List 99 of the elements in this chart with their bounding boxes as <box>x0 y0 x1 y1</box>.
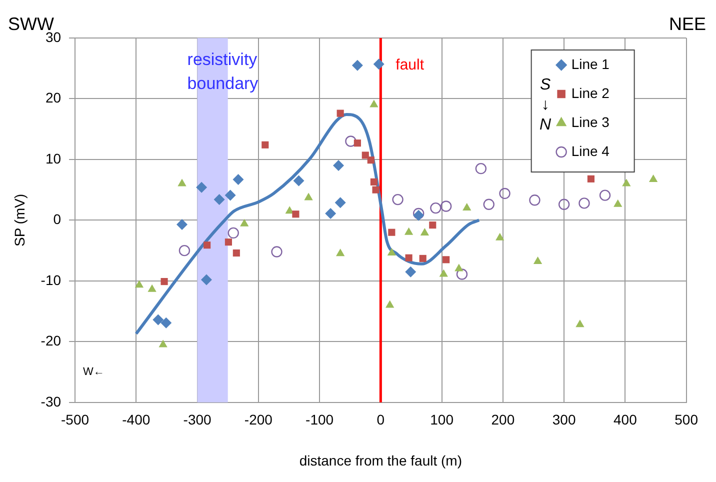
y-tick-label: 20 <box>45 90 62 106</box>
point <box>352 60 363 71</box>
point <box>388 228 396 236</box>
point <box>429 222 436 229</box>
point <box>224 190 236 201</box>
point <box>232 174 244 186</box>
point <box>404 227 414 235</box>
point <box>419 254 426 262</box>
x-tick-label: -200 <box>244 412 273 428</box>
point <box>240 218 249 226</box>
point <box>475 162 487 174</box>
point <box>578 198 590 209</box>
x-tick-label: 0 <box>376 412 385 428</box>
point <box>232 249 240 257</box>
y-tick-label: -10 <box>40 272 62 288</box>
point <box>224 238 232 246</box>
point <box>587 175 594 182</box>
point <box>262 141 269 148</box>
x-tick-label: 400 <box>614 412 638 428</box>
point <box>160 317 172 328</box>
line-series <box>134 113 481 336</box>
point <box>370 100 378 108</box>
point <box>439 269 448 277</box>
x-tick-label: 300 <box>552 412 576 428</box>
point <box>430 202 442 214</box>
y-tick-label: -20 <box>40 332 62 349</box>
point <box>204 242 211 249</box>
point <box>440 200 452 212</box>
ref-line-label: fault <box>396 56 425 74</box>
point <box>420 228 430 236</box>
point <box>200 274 212 286</box>
point <box>648 174 658 182</box>
point <box>134 280 144 288</box>
legend-label: Line 1 <box>571 56 610 72</box>
x-axis-title: distance from the fault (m) <box>299 452 462 468</box>
point <box>292 210 300 218</box>
point <box>533 256 542 264</box>
y-tick-label: -30 <box>40 393 62 410</box>
point <box>373 58 384 70</box>
band-label: resistivity boundary <box>187 50 259 94</box>
point <box>387 248 396 256</box>
y-tick-label: 30 <box>45 28 62 45</box>
point <box>334 197 346 208</box>
point <box>362 152 369 159</box>
point <box>214 194 225 206</box>
point <box>176 218 188 230</box>
point <box>462 203 472 211</box>
point <box>148 284 156 292</box>
point <box>354 140 361 147</box>
point <box>196 182 208 193</box>
point <box>160 278 168 286</box>
point <box>405 254 412 262</box>
annotation: W← <box>83 366 104 378</box>
point <box>325 208 336 220</box>
point <box>614 199 622 207</box>
point <box>392 194 404 206</box>
point <box>158 340 168 348</box>
point <box>271 246 282 258</box>
point <box>367 156 374 164</box>
point <box>622 178 631 186</box>
legend-label: Line 3 <box>571 114 610 130</box>
point <box>405 266 416 278</box>
point <box>599 190 611 201</box>
point <box>442 256 450 264</box>
point <box>178 178 186 186</box>
point <box>529 194 540 206</box>
point <box>345 136 356 147</box>
x-tick-label: -500 <box>61 412 90 428</box>
y-tick-label: 10 <box>45 150 62 166</box>
point <box>370 178 378 186</box>
point <box>496 232 504 240</box>
point <box>558 198 570 210</box>
point <box>454 264 464 272</box>
point <box>228 227 239 239</box>
point <box>152 314 164 326</box>
x-tick-label: -400 <box>122 412 150 428</box>
point <box>336 248 345 256</box>
point <box>304 192 313 200</box>
annotation: S ↓ N <box>540 76 552 134</box>
x-tick-label: 200 <box>491 412 515 428</box>
point <box>576 320 584 328</box>
point <box>372 186 380 194</box>
point <box>178 244 190 256</box>
point <box>483 198 494 210</box>
point <box>386 300 394 308</box>
legend-label: Line 4 <box>571 142 610 159</box>
x-tick-label: 100 <box>430 412 454 428</box>
y-axis-title: SP (mV) <box>11 194 28 247</box>
point <box>336 110 344 117</box>
x-tick-label: 500 <box>674 412 698 428</box>
point <box>293 175 304 186</box>
x-tick-label: -300 <box>183 412 212 428</box>
text: NEE <box>668 14 706 34</box>
legend-label: Line 2 <box>571 84 610 101</box>
x-tick-label: -100 <box>306 412 334 428</box>
y-tick-label: 0 <box>53 211 62 228</box>
point <box>333 160 344 172</box>
point <box>456 268 468 280</box>
point <box>499 188 510 200</box>
